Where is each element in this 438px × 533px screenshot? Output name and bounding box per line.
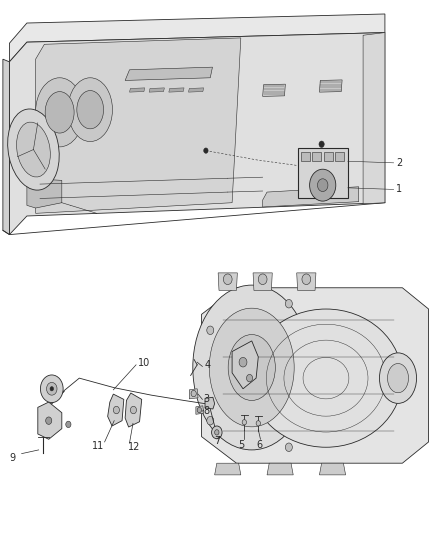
Ellipse shape — [35, 78, 84, 147]
Text: 6: 6 — [256, 440, 262, 450]
Polygon shape — [169, 88, 184, 92]
Polygon shape — [125, 393, 142, 427]
Polygon shape — [27, 179, 62, 208]
Circle shape — [286, 300, 292, 308]
Text: 7: 7 — [214, 436, 220, 446]
Circle shape — [207, 416, 214, 425]
Text: 3: 3 — [204, 394, 210, 405]
Circle shape — [223, 274, 232, 285]
Circle shape — [212, 426, 222, 439]
Ellipse shape — [17, 122, 50, 177]
Circle shape — [50, 386, 53, 391]
Polygon shape — [297, 273, 316, 290]
Polygon shape — [319, 463, 346, 475]
Polygon shape — [263, 187, 359, 207]
Polygon shape — [130, 88, 145, 92]
Circle shape — [258, 274, 267, 285]
Text: 11: 11 — [92, 441, 104, 451]
Ellipse shape — [193, 285, 311, 450]
Polygon shape — [149, 88, 164, 92]
Circle shape — [207, 326, 214, 335]
Polygon shape — [35, 38, 241, 213]
Circle shape — [318, 179, 328, 191]
Ellipse shape — [388, 364, 409, 393]
Circle shape — [286, 443, 292, 451]
Text: 8: 8 — [204, 406, 210, 416]
Polygon shape — [324, 152, 332, 161]
Circle shape — [40, 375, 63, 402]
Polygon shape — [10, 14, 385, 62]
Polygon shape — [196, 406, 204, 414]
Polygon shape — [205, 397, 215, 409]
Polygon shape — [10, 33, 385, 235]
Circle shape — [310, 169, 336, 201]
Polygon shape — [108, 394, 124, 426]
Text: 2: 2 — [396, 158, 402, 168]
Polygon shape — [253, 273, 272, 290]
Circle shape — [302, 274, 311, 285]
Text: 9: 9 — [10, 453, 16, 463]
Ellipse shape — [68, 78, 113, 142]
Circle shape — [46, 382, 57, 395]
Circle shape — [215, 430, 219, 435]
Polygon shape — [189, 389, 198, 399]
Text: 10: 10 — [138, 358, 151, 368]
Circle shape — [239, 358, 247, 367]
Polygon shape — [297, 148, 348, 198]
Polygon shape — [125, 67, 212, 80]
Ellipse shape — [209, 308, 294, 427]
Polygon shape — [363, 33, 385, 204]
Polygon shape — [267, 463, 293, 475]
Polygon shape — [3, 59, 10, 235]
Polygon shape — [319, 80, 342, 92]
Circle shape — [319, 141, 324, 148]
Polygon shape — [335, 152, 344, 161]
Ellipse shape — [7, 109, 59, 190]
Polygon shape — [215, 463, 241, 475]
Polygon shape — [38, 402, 62, 439]
Polygon shape — [232, 341, 258, 389]
Text: 1: 1 — [396, 184, 402, 195]
Polygon shape — [312, 152, 321, 161]
Circle shape — [131, 406, 137, 414]
Ellipse shape — [228, 335, 276, 400]
Text: 5: 5 — [238, 440, 244, 450]
Polygon shape — [218, 273, 237, 290]
Circle shape — [113, 406, 120, 414]
Circle shape — [247, 374, 253, 382]
Circle shape — [256, 421, 261, 426]
Text: 4: 4 — [204, 360, 210, 370]
Circle shape — [204, 148, 208, 154]
Circle shape — [242, 419, 247, 425]
Circle shape — [197, 407, 201, 413]
Polygon shape — [263, 84, 286, 96]
Polygon shape — [301, 152, 310, 161]
Ellipse shape — [379, 353, 417, 403]
Circle shape — [46, 417, 52, 424]
Text: 12: 12 — [128, 442, 141, 452]
Ellipse shape — [77, 91, 103, 129]
Circle shape — [191, 390, 196, 397]
Circle shape — [66, 421, 71, 427]
Polygon shape — [188, 88, 204, 92]
Ellipse shape — [45, 92, 74, 133]
Ellipse shape — [250, 309, 403, 447]
Polygon shape — [201, 288, 428, 463]
